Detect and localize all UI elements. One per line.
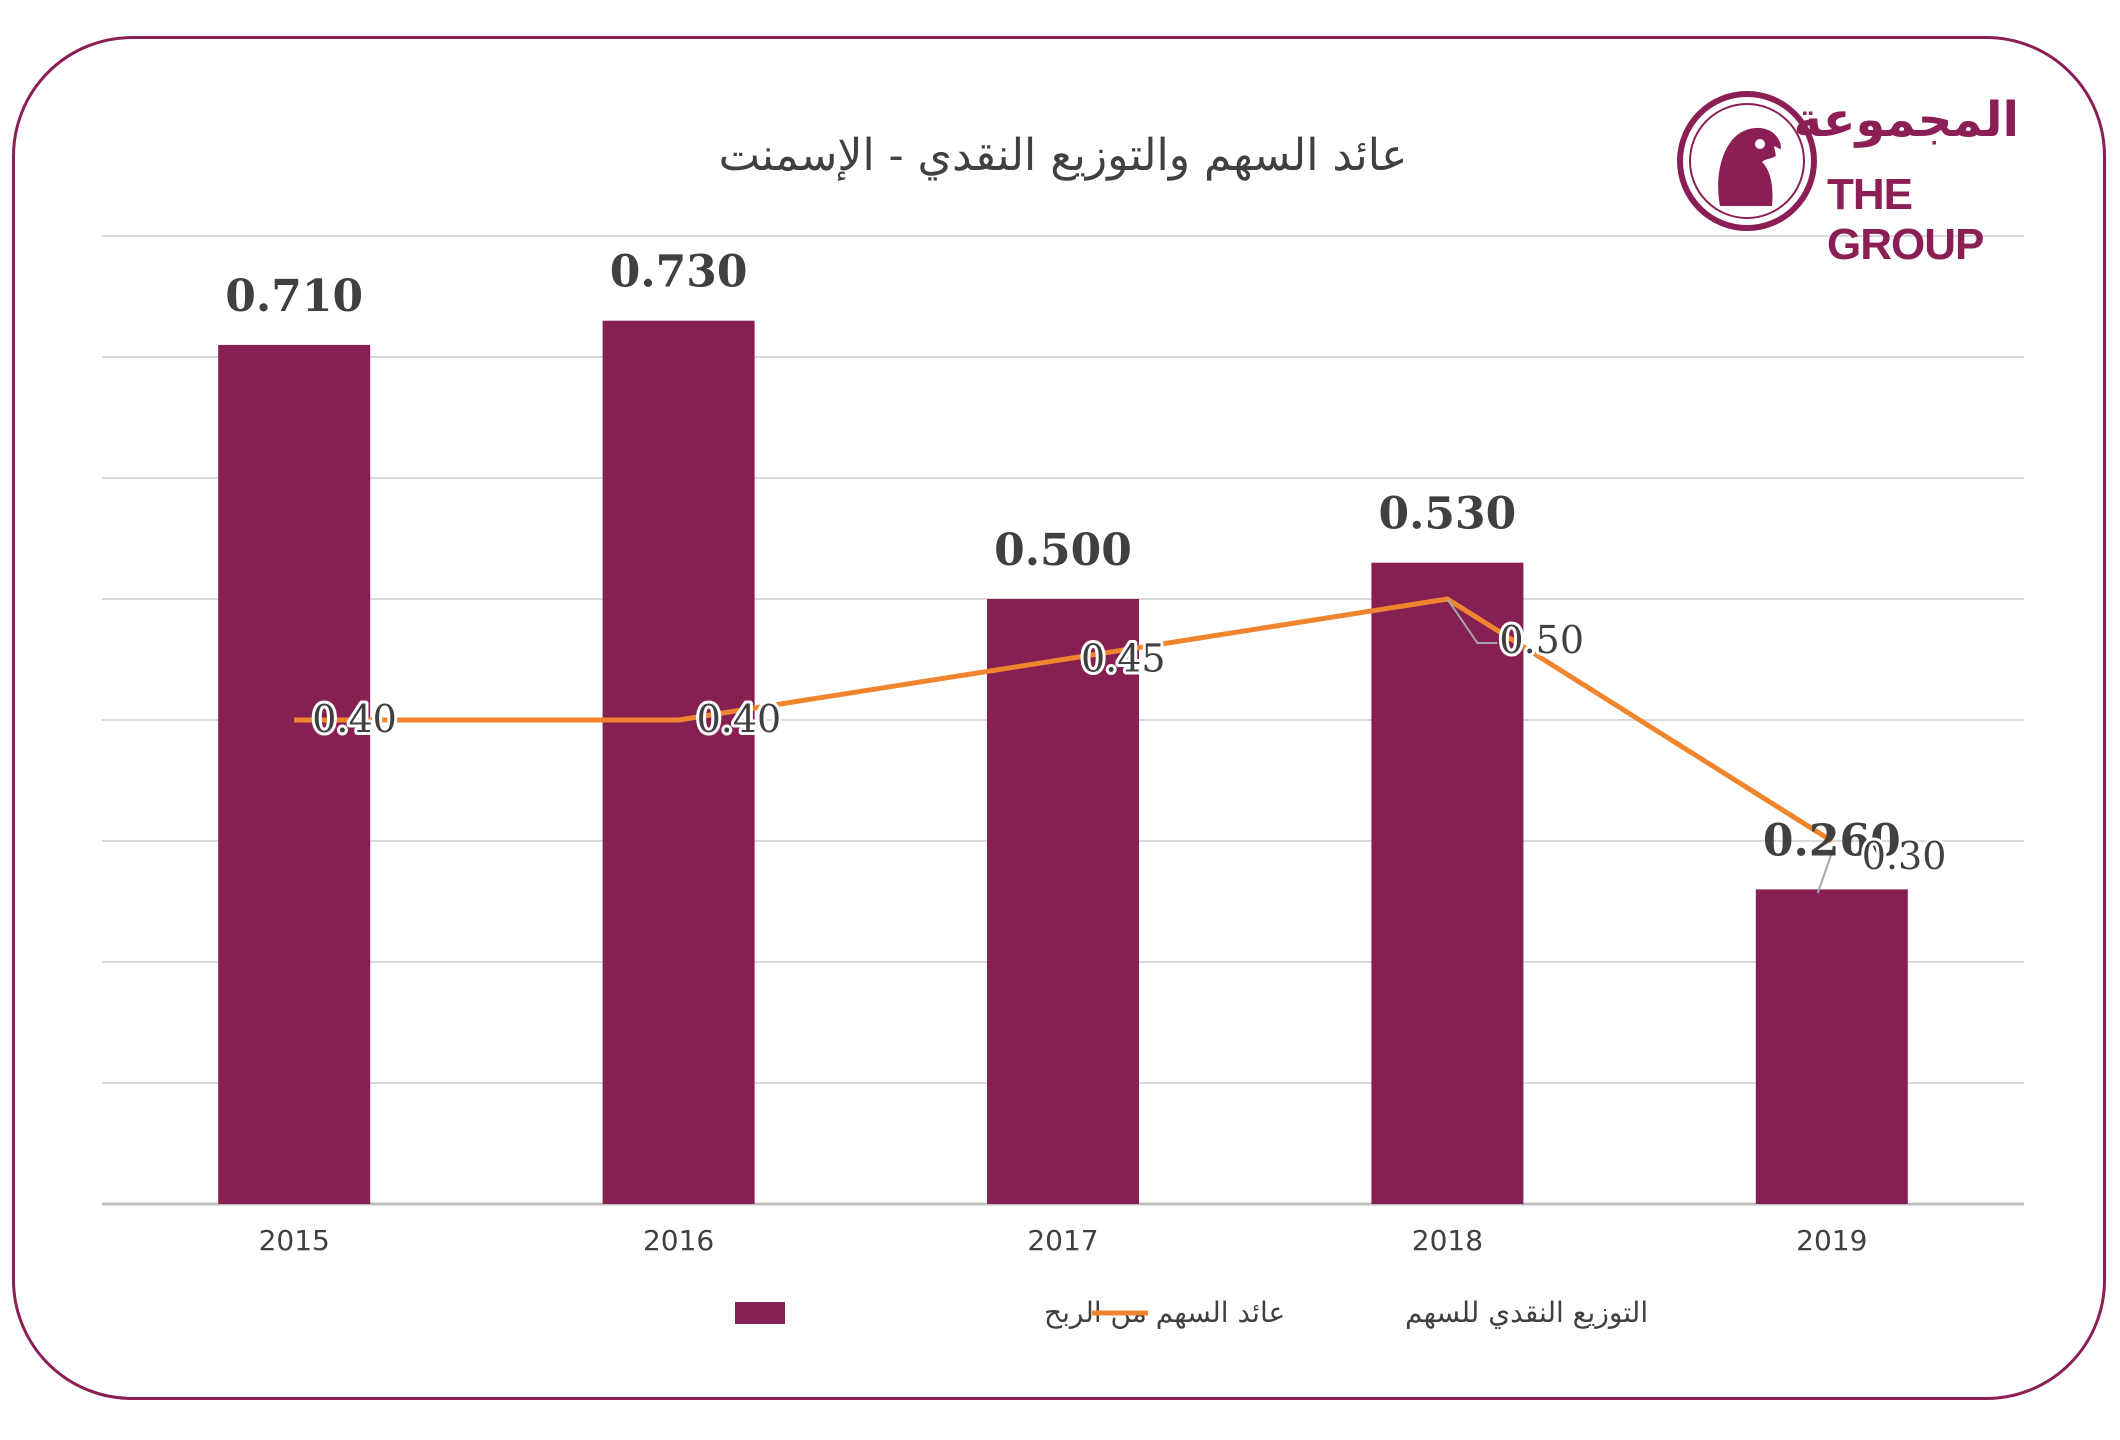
bar — [987, 599, 1139, 1204]
bar — [1371, 562, 1524, 1204]
line-value-label: 0.30 — [1862, 834, 1947, 878]
x-tick-label: 2019 — [1796, 1224, 1867, 1257]
data-labels: 0.710 0.730 0.500 0.530 0.260 0.40 0.40 0.45 0.5… — [225, 247, 1949, 881]
bar-series — [218, 320, 1908, 1204]
logo-english-text: THE GROUP — [1827, 170, 1984, 269]
line-value-label: 0.50 — [1499, 618, 1584, 662]
bar-value-label: 0.730 — [610, 247, 748, 298]
bar-value-label: 0.500 — [994, 525, 1132, 576]
bar-value-label: 0.710 — [225, 271, 363, 322]
x-tick-label: 2015 — [259, 1224, 330, 1257]
leader-line — [1816, 846, 1835, 894]
bar-value-label: 0.530 — [1379, 489, 1517, 540]
line-value-label: 0.45 — [1081, 637, 1166, 681]
x-tick-label: 2017 — [1027, 1224, 1098, 1257]
line-value-label: 0.40 — [312, 697, 397, 741]
line-value-label: 0.40 — [697, 697, 782, 741]
legend: عائد السهم من الربح التوزيع النقدي للسهم — [735, 1296, 1648, 1329]
x-tick-label: 2018 — [1412, 1224, 1483, 1257]
company-logo: المجموعة THE GROUP — [1674, 88, 2024, 269]
leader-line — [1446, 598, 1498, 644]
x-axis-ticks: 2015 2016 2017 2018 2019 — [259, 1224, 1868, 1257]
legend-label-bar: عائد السهم من الربح — [1044, 1296, 1285, 1329]
line-path — [294, 596, 1834, 844]
legend-label-line: التوزيع النقدي للسهم — [1405, 1296, 1648, 1329]
bar — [218, 344, 371, 1204]
line-series — [294, 596, 1835, 894]
falcon-emblem-icon — [1677, 91, 1817, 231]
x-tick-label: 2016 — [643, 1224, 714, 1257]
chart-title: عائد السهم والتوزيع النقدي - الإسمنت — [719, 130, 1408, 181]
chart-frame — [12, 36, 2106, 1400]
bar-value-label: 0.260 — [1763, 815, 1901, 866]
legend-swatch-bar — [735, 1302, 785, 1324]
bar — [1755, 889, 1908, 1204]
logo-arabic-text: المجموعة — [1793, 92, 2019, 148]
bar — [602, 320, 755, 1204]
